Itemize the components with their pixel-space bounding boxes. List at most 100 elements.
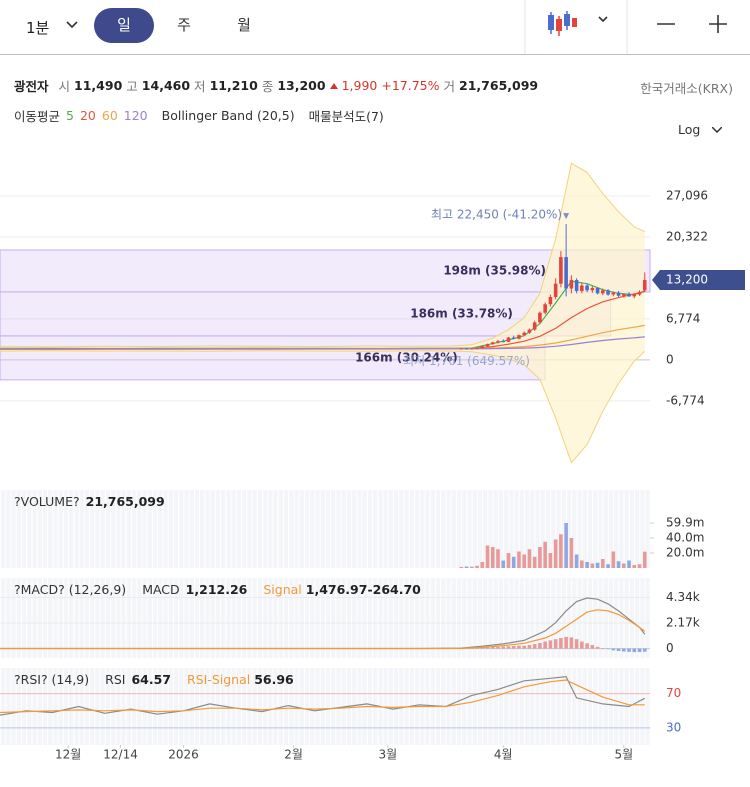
histogram-bar bbox=[511, 645, 516, 649]
candle-body bbox=[601, 290, 605, 294]
volume-profile-label: 186m (33.78%) bbox=[410, 306, 513, 320]
high-annotation: 최고 22,450 (-41.20%) bbox=[431, 208, 562, 222]
candle-body bbox=[642, 280, 647, 291]
y-tick-label: 40.0m bbox=[666, 531, 704, 545]
histogram-bar bbox=[506, 646, 511, 649]
panel-title: ?VOLUME? 21,765,099 bbox=[14, 494, 165, 509]
series-value: 1,476.97 bbox=[305, 582, 368, 597]
candle-body bbox=[564, 257, 568, 289]
candle-body bbox=[506, 337, 511, 342]
candle-body bbox=[485, 344, 490, 347]
volume-bar bbox=[627, 560, 631, 568]
log-caret bbox=[712, 126, 723, 133]
histogram-bar bbox=[595, 646, 600, 649]
candle-body bbox=[553, 283, 558, 297]
histogram-bar bbox=[580, 641, 584, 649]
volume-bar bbox=[496, 549, 500, 568]
y-tick-label: 4.34k bbox=[666, 590, 700, 604]
volume-bar bbox=[601, 559, 605, 568]
volume-bar bbox=[569, 538, 574, 568]
histogram-bar bbox=[601, 648, 605, 649]
volume-bar bbox=[459, 566, 464, 568]
histogram-bar bbox=[574, 639, 579, 649]
volume-bar bbox=[548, 553, 553, 568]
series-name: RSI-Signal bbox=[187, 672, 251, 687]
log-label[interactable]: Log bbox=[678, 122, 701, 137]
candle-body bbox=[511, 337, 516, 339]
candle-body bbox=[496, 341, 500, 343]
histogram-bar bbox=[590, 645, 595, 649]
volume-bar bbox=[637, 564, 642, 568]
volume-bar bbox=[490, 547, 495, 568]
histogram-bar bbox=[606, 648, 610, 650]
stock-name: 광전자 bbox=[14, 79, 49, 94]
candle-body bbox=[538, 312, 542, 323]
volume-profile-legend[interactable]: 매물분석도(7) bbox=[308, 109, 384, 124]
volume-bar bbox=[585, 562, 589, 568]
ma-label: 이동평균 bbox=[14, 109, 61, 124]
panel-title-text: ?VOLUME? bbox=[14, 494, 80, 509]
histogram-bar bbox=[627, 648, 631, 652]
volume-value: 21,765,099 bbox=[459, 78, 539, 93]
series-value: 1,212.26 bbox=[185, 582, 248, 597]
panel-title: ?RSI? (14,9) RSI 64.57 RSI-Signal 56.96 bbox=[14, 672, 294, 687]
candle-body bbox=[559, 257, 563, 284]
candle-body bbox=[459, 348, 464, 350]
x-tick-label: 5월 bbox=[614, 748, 633, 762]
series-name: MACD bbox=[142, 582, 180, 597]
histogram-bar bbox=[569, 637, 574, 649]
open-value: 11,490 bbox=[74, 78, 123, 93]
volume-profile-label: 166m (30.24%) bbox=[355, 350, 458, 364]
period-tab[interactable]: 주 bbox=[177, 16, 191, 34]
change-value: 1,990 bbox=[341, 78, 378, 93]
period-tab[interactable]: 월 bbox=[237, 16, 251, 34]
volume-bar bbox=[553, 539, 558, 568]
x-tick-label: 12/14 bbox=[103, 748, 138, 762]
y-tick-label: 20,322 bbox=[666, 229, 708, 243]
volume-bar bbox=[543, 541, 547, 568]
log-toggle[interactable]: Log bbox=[678, 122, 723, 137]
volume-profile-bar bbox=[0, 335, 546, 381]
y-tick-label: 59.9m bbox=[666, 516, 704, 530]
period-tab[interactable]: 일 bbox=[94, 8, 154, 43]
histogram-bar bbox=[559, 638, 563, 649]
histogram-bar bbox=[642, 648, 647, 652]
y-tick-label: 0 bbox=[666, 641, 674, 655]
candle-body bbox=[548, 296, 553, 305]
interval-select[interactable]: 1분 bbox=[26, 19, 50, 37]
series-value: 56.96 bbox=[254, 672, 294, 687]
histogram-value: -264.70 bbox=[367, 582, 421, 597]
up-arrow bbox=[329, 82, 338, 89]
candle-body bbox=[543, 304, 547, 313]
volume-bar bbox=[485, 545, 490, 568]
series-name: Signal bbox=[263, 582, 302, 597]
bollinger-legend[interactable]: Bollinger Band (20,5) bbox=[161, 108, 295, 123]
volume-bar bbox=[642, 551, 647, 568]
x-tick-label: 2월 bbox=[284, 748, 303, 762]
candle-body bbox=[527, 329, 532, 333]
y-tick-label: 70 bbox=[666, 686, 681, 700]
indicator-line bbox=[0, 675, 646, 716]
ma-legend-item[interactable]: 5 bbox=[66, 108, 74, 123]
ma-legend-item[interactable]: 60 bbox=[101, 108, 118, 123]
moving-average bbox=[0, 336, 645, 350]
volume-bar bbox=[511, 556, 516, 568]
volume-bar bbox=[469, 566, 474, 568]
histogram-bar bbox=[611, 648, 616, 651]
volume-bar bbox=[616, 561, 621, 568]
volume-bar bbox=[606, 564, 610, 568]
ma-legend-item[interactable]: 20 bbox=[79, 108, 96, 123]
volume-bar bbox=[574, 554, 579, 568]
candle-body bbox=[616, 292, 621, 296]
low-value: 11,210 bbox=[209, 78, 258, 93]
candle-body bbox=[574, 280, 579, 291]
volume-bar bbox=[590, 563, 595, 568]
histogram-bar bbox=[485, 647, 490, 649]
panel-title: ?MACD? (12,26,9) MACD 1,212.26 Signal 1,476.… bbox=[14, 582, 421, 597]
histogram-bar bbox=[632, 648, 637, 653]
histogram-bar bbox=[616, 648, 621, 651]
ma-legend: 5 20 60 120 bbox=[66, 108, 148, 123]
volume-bar bbox=[506, 553, 511, 568]
ma-legend-item[interactable]: 120 bbox=[123, 108, 148, 123]
candle-body bbox=[627, 293, 631, 297]
